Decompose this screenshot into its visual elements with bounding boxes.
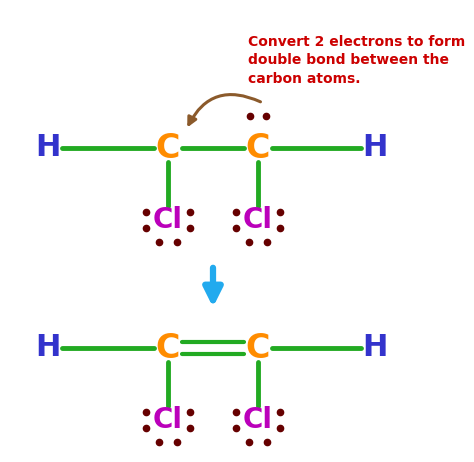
Text: Convert 2 electrons to form
double bond between the
carbon atoms.: Convert 2 electrons to form double bond … bbox=[248, 35, 465, 86]
Text: C: C bbox=[156, 332, 180, 365]
Text: C: C bbox=[246, 332, 270, 365]
Text: C: C bbox=[246, 132, 270, 164]
Text: Cl: Cl bbox=[153, 206, 183, 234]
Text: Cl: Cl bbox=[153, 406, 183, 434]
Text: C: C bbox=[156, 132, 180, 164]
Text: H: H bbox=[362, 334, 388, 363]
Text: Cl: Cl bbox=[243, 406, 273, 434]
Text: Cl: Cl bbox=[243, 206, 273, 234]
Text: H: H bbox=[362, 134, 388, 163]
Text: H: H bbox=[35, 134, 61, 163]
Text: H: H bbox=[35, 334, 61, 363]
